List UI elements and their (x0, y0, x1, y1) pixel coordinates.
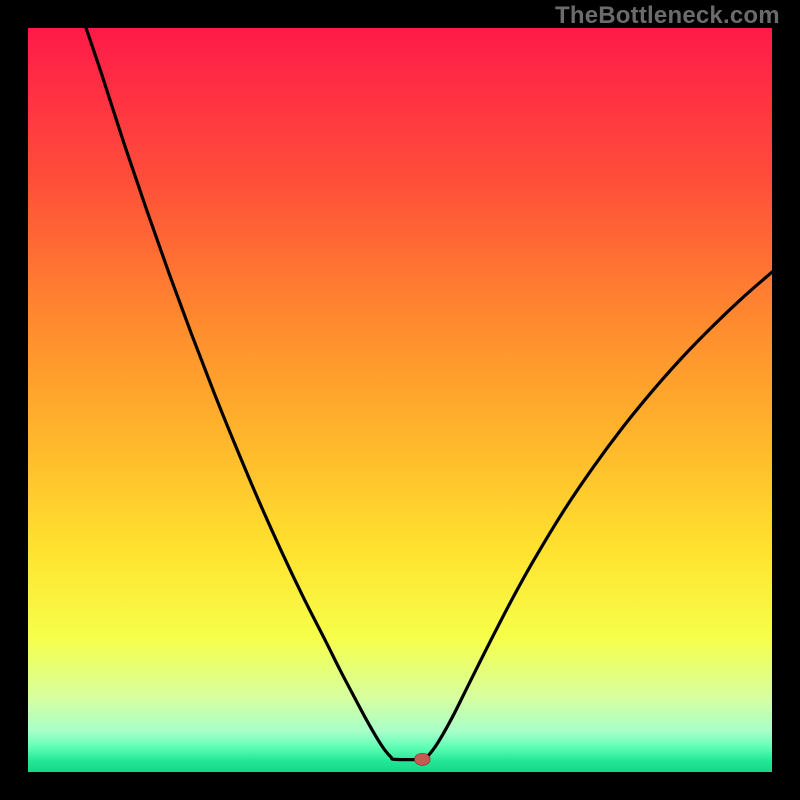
plot-area (28, 28, 772, 772)
bottleneck-chart (0, 0, 800, 800)
watermark-text: TheBottleneck.com (555, 2, 780, 30)
optimal-point-marker (415, 753, 431, 765)
